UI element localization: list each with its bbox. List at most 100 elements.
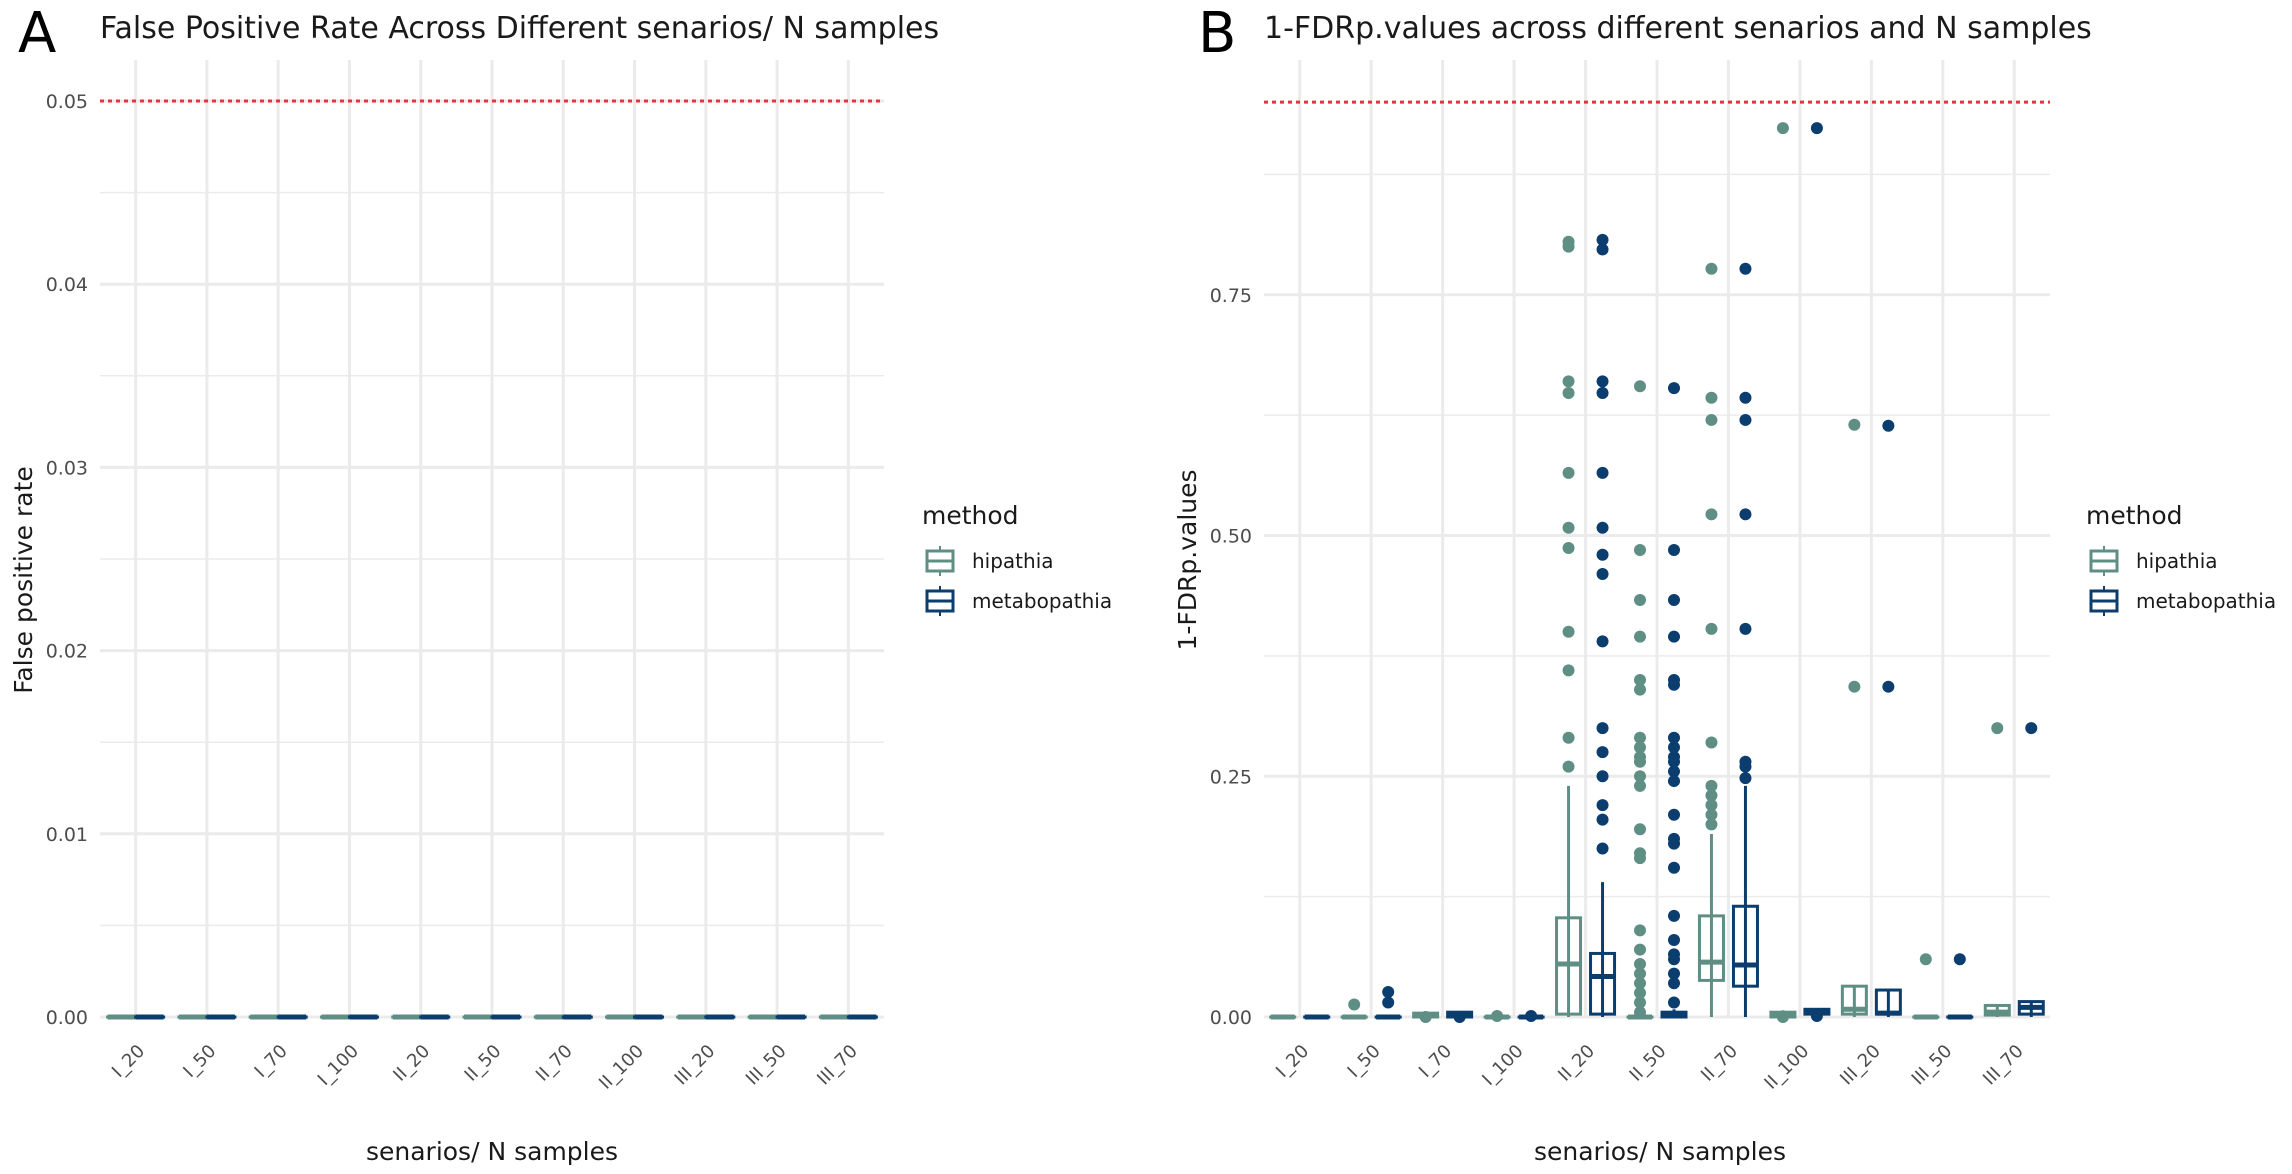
outlier-point [1596, 568, 1609, 581]
x-tick-label: I_50 [179, 1041, 220, 1082]
outlier-point [1705, 413, 1718, 426]
outlier-point [1562, 521, 1575, 534]
x-tick-label: II_100 [1760, 1041, 1813, 1094]
outlier-point [1596, 722, 1609, 735]
box-hipathia-II_50 [1626, 380, 1654, 1020]
outlier-point [1634, 943, 1646, 956]
x-tick-label: I_70 [1415, 1041, 1456, 1082]
box-hipathia-I_70 [1412, 1011, 1440, 1023]
panel-b-title: 1-FDRp.values across different senarios … [1264, 11, 2092, 46]
outlier-point [1634, 543, 1646, 556]
outlier-point [1705, 508, 1718, 521]
x-tick-label: I_70 [251, 1041, 292, 1082]
outlier-point [1596, 770, 1609, 783]
legend-label-hipathia: hipathia [2136, 549, 2218, 573]
outlier-point [1634, 823, 1646, 836]
outlier-point [1634, 986, 1646, 999]
outlier-point [1634, 847, 1646, 860]
outlier-point [1776, 1011, 1789, 1023]
x-tick-label: I_100 [1478, 1041, 1527, 1090]
outlier-point [1634, 779, 1646, 792]
panel-b-legend-title: method [2086, 501, 2183, 530]
legend-key-metabopathia [925, 586, 955, 616]
y-tick-label: 0.00 [1210, 1007, 1252, 1029]
outlier-point [1382, 985, 1395, 998]
y-tick-label: 0.25 [1210, 766, 1252, 788]
x-tick-label: III_70 [813, 1041, 862, 1090]
box-metabopathia-I_70 [1446, 1010, 1474, 1023]
outlier-point [1668, 741, 1680, 754]
outlier-point [1668, 382, 1680, 395]
outlier-point [1705, 799, 1718, 812]
outlier-point [1634, 977, 1646, 990]
box-metabopathia-II_20 [1589, 233, 1617, 1017]
outlier-point [1634, 996, 1646, 1009]
x-tick-label: II_20 [1554, 1041, 1599, 1086]
outlier-point [1382, 996, 1395, 1009]
outlier-point [1668, 948, 1680, 961]
outlier-point [1668, 630, 1680, 643]
panel-a-title: False Positive Rate Across Different sen… [100, 11, 939, 46]
panel-b-x-axis-label: senarios/ N samples [1534, 1137, 1786, 1166]
panel-b: B 1-FDRp.values across different senario… [1173, 1, 2276, 1166]
outlier-point [1668, 967, 1680, 980]
outlier-point [1705, 391, 1718, 404]
outlier-point [1634, 967, 1646, 980]
panel-a: A False Positive Rate Across Different s… [9, 1, 1112, 1166]
outlier-point [1348, 998, 1361, 1011]
panel-b-x-ticks: I_20 I_50 I_70 I_100 II_20 II_50 II_70 II_100 II… [1272, 1041, 2028, 1094]
outlier-point [1705, 818, 1718, 831]
outlier-point [1668, 808, 1680, 821]
outlier-point [1562, 625, 1575, 638]
outlier-point [1668, 673, 1680, 686]
outlier-point [1562, 731, 1575, 744]
outlier-point [1525, 1010, 1538, 1023]
outlier-point [1634, 750, 1646, 763]
legend-key-metabopathia [2089, 586, 2119, 616]
box-body [1840, 984, 1868, 1016]
y-tick-label: 0.05 [46, 91, 88, 113]
x-tick-label: I_20 [1272, 1041, 1313, 1082]
panel-a-boxes [100, 99, 884, 1020]
outlier-point [1562, 235, 1575, 248]
outlier-point [1668, 765, 1680, 778]
box-metabopathia-III_20 [1874, 419, 1902, 1017]
panel-a-y-ticks: 0.00 0.01 0.02 0.03 0.04 0.05 [46, 91, 88, 1029]
legend-label-metabopathia: metabopathia [2136, 589, 2276, 613]
x-tick-label: II_50 [1626, 1041, 1671, 1086]
outlier-point [1634, 594, 1646, 607]
outlier-point [1668, 775, 1680, 788]
box-hipathia-III_50 [1912, 953, 1940, 1020]
outlier-point [1668, 996, 1680, 1009]
panel-b-boxes [1264, 100, 2050, 1023]
outlier-point [1668, 977, 1680, 990]
outlier-point [1882, 680, 1895, 693]
outlier-point [1739, 391, 1752, 404]
box-metabopathia-III_70 [2017, 722, 2045, 1017]
outlier-point [1705, 789, 1718, 802]
box-metabopathia-II_70 [1731, 262, 1759, 1017]
panel-a-x-axis-label: senarios/ N samples [366, 1137, 618, 1166]
panel-a-y-axis-label: False positive rate [9, 466, 38, 694]
outlier-point [1705, 736, 1718, 749]
panel-a-letter: A [18, 1, 56, 66]
x-tick-label: II_70 [1697, 1041, 1742, 1086]
box-hipathia-II_100 [1769, 122, 1797, 1023]
y-tick-label: 0.50 [1210, 526, 1252, 548]
x-tick-label: III_20 [1836, 1041, 1885, 1090]
box-body [1589, 951, 1617, 1016]
outlier-point [1668, 832, 1680, 845]
outlier-point [1919, 953, 1932, 966]
outlier-point [1668, 909, 1680, 922]
y-tick-label: 0.02 [46, 641, 88, 663]
outlier-point [1634, 380, 1646, 393]
x-tick-label: I_50 [1344, 1041, 1385, 1082]
outlier-point [1596, 233, 1609, 246]
outlier-point [1562, 760, 1575, 773]
box-metabopathia-II_50 [1660, 382, 1688, 1019]
outlier-point [1562, 664, 1575, 677]
outlier-point [1634, 630, 1646, 643]
outlier-point [1668, 750, 1680, 763]
box-hipathia-I_50 [1340, 998, 1368, 1020]
